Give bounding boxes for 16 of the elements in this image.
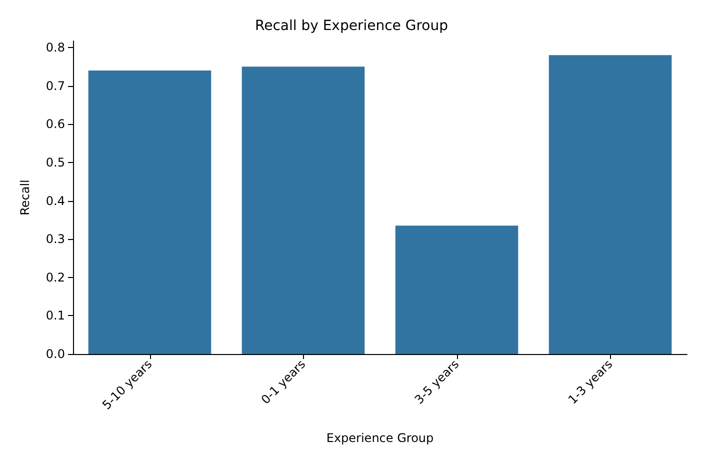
- x-axis-title: Experience Group: [326, 431, 434, 445]
- y-tick-label: 0.6: [46, 117, 65, 132]
- y-tick-label: 0.5: [46, 155, 65, 170]
- y-tick-label: 0.0: [46, 347, 65, 361]
- y-tick-label: 0.2: [46, 270, 65, 284]
- bar: [242, 66, 365, 354]
- y-tick-label: 0.3: [46, 232, 65, 246]
- y-tick-label: 0.1: [46, 308, 65, 323]
- y-tick-label: 0.4: [46, 194, 65, 208]
- bar: [395, 226, 518, 354]
- y-tick-label: 0.7: [46, 78, 65, 93]
- bar: [88, 70, 212, 354]
- bar: [548, 55, 672, 354]
- y-axis-title: Recall: [18, 180, 32, 216]
- y-tick-label: 0.8: [46, 40, 65, 55]
- chart-title: Recall by Experience Group: [255, 18, 448, 34]
